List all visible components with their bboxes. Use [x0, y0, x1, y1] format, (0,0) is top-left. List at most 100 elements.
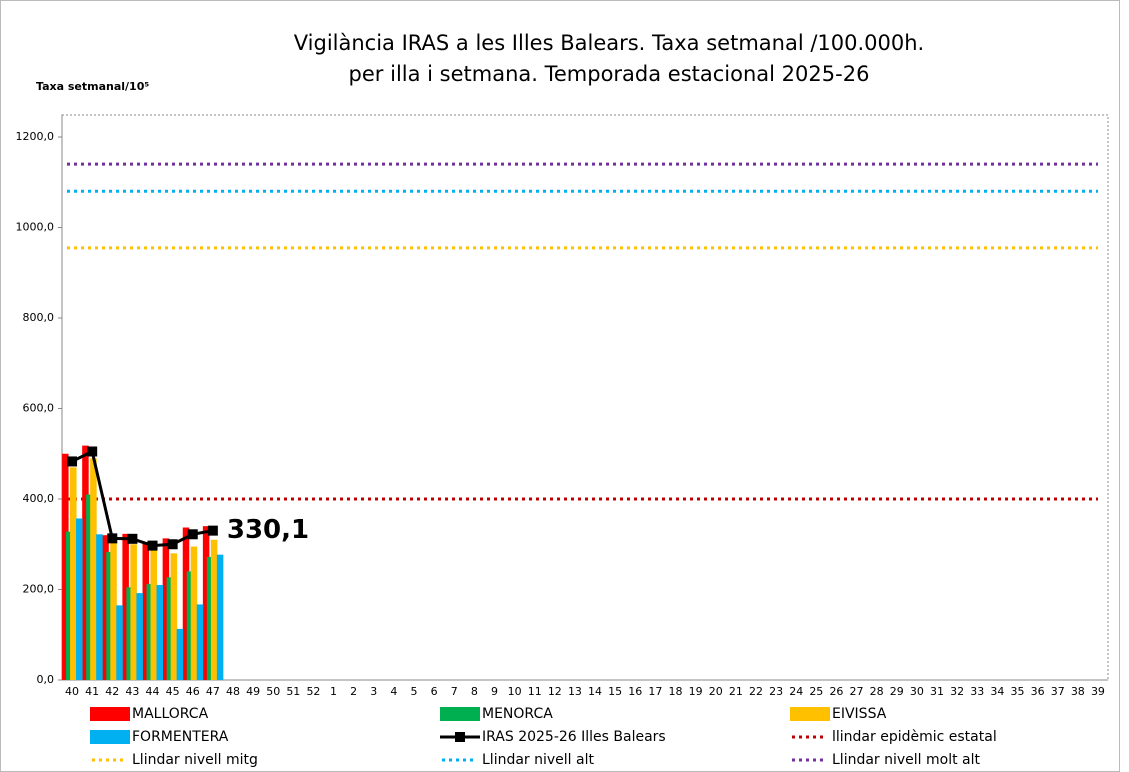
y-tick-label: 200,0	[23, 583, 55, 596]
x-tick-label: 37	[1051, 685, 1065, 698]
bar	[116, 605, 123, 680]
bar	[202, 526, 210, 680]
x-tick-label: 30	[910, 685, 924, 698]
x-tick-label: 51	[286, 685, 300, 698]
bar	[66, 531, 73, 680]
x-tick-label: 45	[166, 685, 180, 698]
legend-label: Llindar nivell molt alt	[832, 752, 981, 768]
legend-label: IRAS 2025-26 Illes Balears	[482, 729, 666, 745]
x-tick-label: 9	[491, 685, 498, 698]
x-tick-label: 34	[990, 685, 1004, 698]
bar	[142, 541, 150, 680]
x-tick-label: 20	[709, 685, 723, 698]
x-tick-label: 4	[390, 685, 397, 698]
x-tick-label: 50	[266, 685, 280, 698]
x-tick-label: 10	[508, 685, 522, 698]
x-tick-label: 22	[749, 685, 763, 698]
chart-title: per illa i setmana. Temporada estacional…	[349, 62, 870, 86]
x-tick-label: 42	[105, 685, 119, 698]
y-tick-label: 600,0	[23, 402, 55, 415]
x-tick-label: 25	[809, 685, 823, 698]
bar	[136, 593, 143, 680]
legend-label: MALLORCA	[132, 706, 209, 722]
bar	[156, 584, 164, 680]
bar	[90, 458, 97, 680]
x-tick-label: 38	[1071, 685, 1085, 698]
x-tick-label: 1	[330, 685, 337, 698]
bar	[76, 518, 83, 680]
bar	[70, 467, 77, 680]
bar	[150, 546, 158, 680]
x-tick-label: 43	[125, 685, 139, 698]
x-tick-label: 44	[146, 685, 160, 698]
bar	[106, 551, 113, 680]
x-tick-label: 13	[568, 685, 582, 698]
bar	[62, 453, 69, 680]
bar	[176, 628, 184, 680]
bar	[210, 539, 218, 680]
chart-title: Vigilància IRAS a les Illes Balears. Tax…	[294, 31, 924, 55]
bar	[130, 544, 137, 680]
bar	[186, 571, 194, 680]
line-marker	[187, 529, 198, 540]
bar	[102, 535, 109, 680]
x-tick-label: 17	[648, 685, 662, 698]
line-marker	[67, 456, 78, 467]
x-tick-label: 5	[411, 685, 418, 698]
legend-swatch	[90, 707, 130, 721]
y-tick-label: 1000,0	[16, 221, 55, 234]
bar	[170, 553, 178, 680]
x-tick-label: 48	[226, 685, 240, 698]
line-marker	[107, 533, 118, 544]
x-tick-label: 11	[528, 685, 542, 698]
bar	[122, 533, 129, 680]
legend-label: FORMENTERA	[132, 729, 229, 745]
x-tick-label: 52	[306, 685, 320, 698]
x-tick-label: 12	[548, 685, 562, 698]
x-tick-label: 3	[370, 685, 377, 698]
x-tick-label: 39	[1091, 685, 1105, 698]
line-marker	[147, 540, 158, 551]
line-marker	[207, 525, 218, 536]
x-tick-label: 15	[608, 685, 622, 698]
x-tick-label: 2	[350, 685, 357, 698]
x-tick-label: 24	[789, 685, 803, 698]
x-tick-label: 23	[769, 685, 783, 698]
x-tick-label: 46	[186, 685, 200, 698]
y-tick-label: 0,0	[37, 673, 55, 686]
x-tick-label: 40	[65, 685, 79, 698]
bar	[146, 584, 154, 680]
y-axis-label: Taxa setmanal/10⁵	[36, 80, 149, 93]
bar	[82, 445, 89, 680]
legend-label: Llindar nivell mitg	[132, 752, 258, 768]
bar	[110, 539, 117, 680]
x-tick-label: 8	[471, 685, 478, 698]
bar	[162, 538, 170, 680]
legend-label: llindar epidèmic estatal	[832, 729, 997, 745]
line-marker	[87, 446, 98, 457]
y-tick-label: 800,0	[23, 311, 55, 324]
x-tick-label: 31	[930, 685, 944, 698]
legend-swatch	[90, 730, 130, 744]
x-tick-label: 21	[729, 685, 743, 698]
legend-swatch	[790, 707, 830, 721]
y-tick-label: 400,0	[23, 492, 55, 505]
x-tick-label: 7	[451, 685, 458, 698]
bar	[86, 494, 93, 680]
x-tick-label: 29	[890, 685, 904, 698]
bar	[166, 577, 174, 680]
legend-label: MENORCA	[482, 706, 553, 722]
x-tick-label: 26	[829, 685, 843, 698]
line-marker	[127, 533, 138, 544]
x-tick-label: 19	[689, 685, 703, 698]
x-tick-label: 6	[431, 685, 438, 698]
bar	[126, 587, 133, 680]
x-tick-label: 47	[206, 685, 220, 698]
legend-label: EIVISSA	[832, 706, 887, 722]
line-marker	[167, 539, 178, 550]
bar	[196, 604, 204, 680]
bar	[216, 554, 224, 680]
x-tick-label: 49	[246, 685, 260, 698]
y-tick-label: 1200,0	[16, 130, 55, 143]
x-tick-label: 35	[1010, 685, 1024, 698]
